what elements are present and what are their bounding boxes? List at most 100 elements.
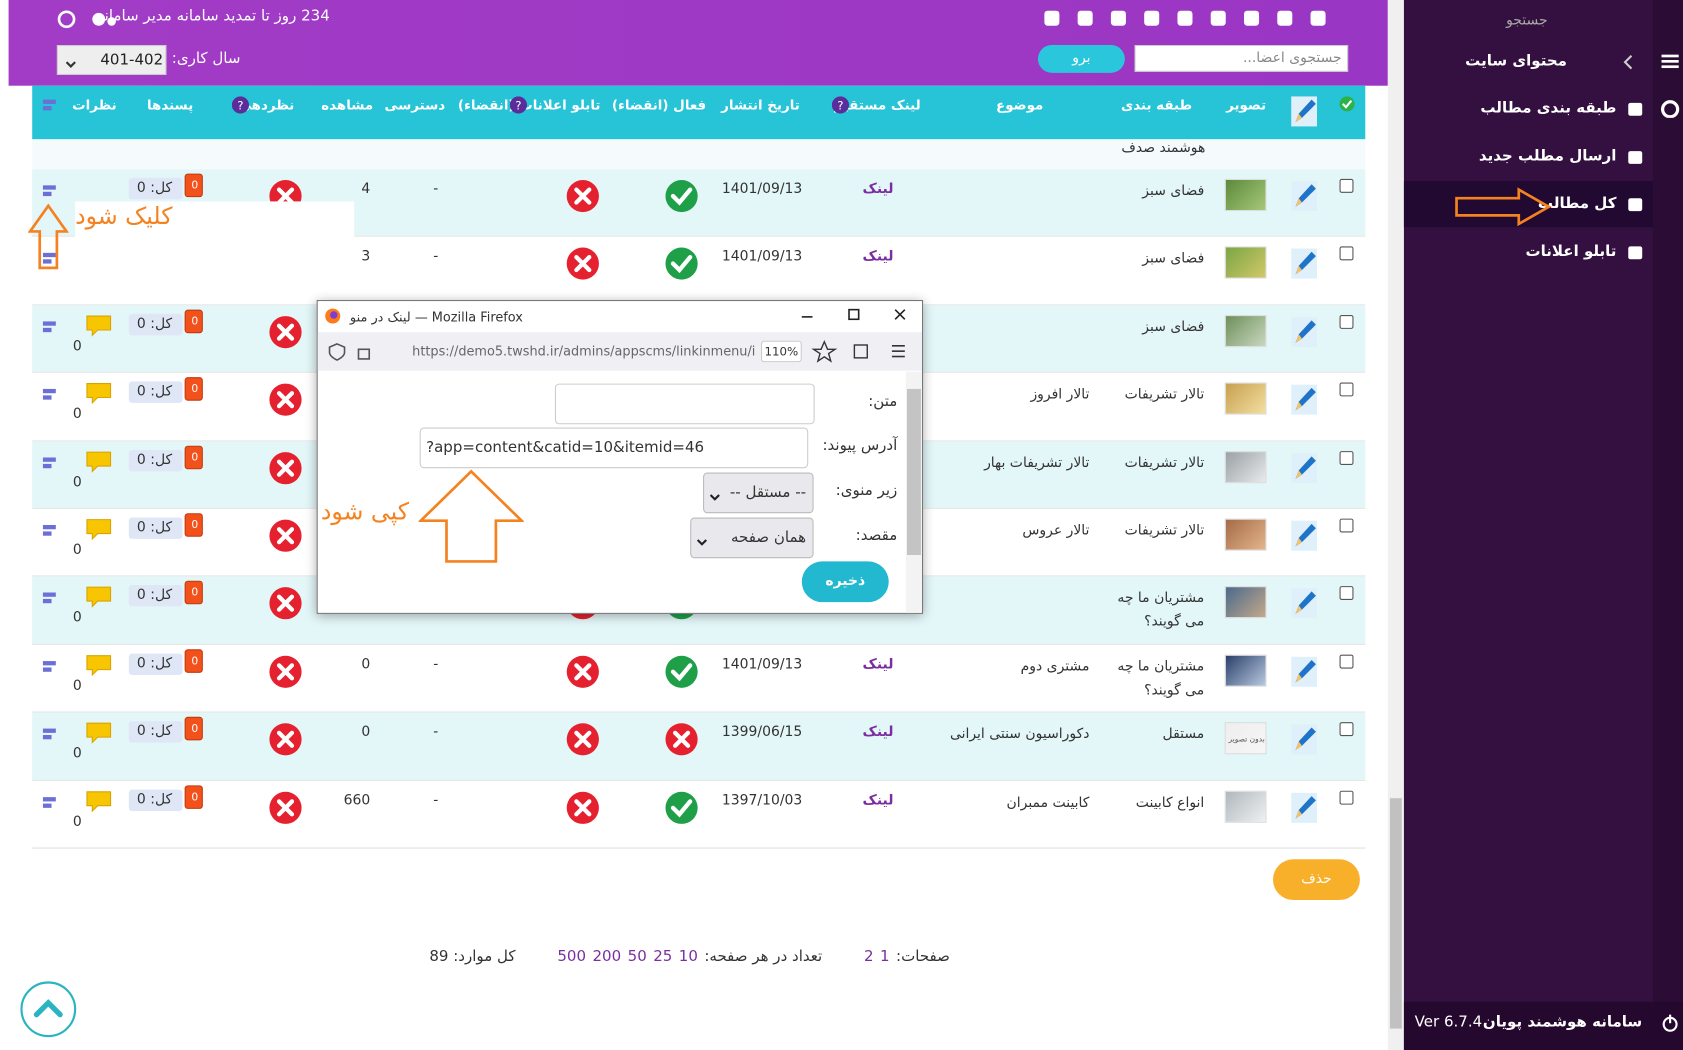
edit-icon[interactable] bbox=[1289, 179, 1319, 213]
year-select[interactable]: 401-402 bbox=[56, 45, 167, 76]
comment-icon[interactable] bbox=[85, 314, 113, 338]
row-action[interactable] bbox=[41, 658, 58, 673]
direct-link[interactable]: لینک bbox=[862, 792, 894, 809]
form-select[interactable]: -- مستقل -- bbox=[703, 472, 814, 514]
select-all[interactable] bbox=[1338, 95, 1355, 112]
row-checkbox[interactable] bbox=[1339, 654, 1354, 669]
sidebar-item[interactable]: طبقه بندی مطالب bbox=[1480, 99, 1617, 117]
comment-icon[interactable] bbox=[85, 450, 113, 474]
rect bbox=[42, 185, 56, 190]
row-action[interactable] bbox=[41, 726, 58, 741]
row-checkbox[interactable] bbox=[1339, 314, 1354, 329]
page-link[interactable]: 2 bbox=[864, 948, 874, 966]
path bbox=[276, 595, 295, 613]
row-checkbox[interactable] bbox=[1339, 586, 1354, 601]
sidebar-item[interactable]: تابلو اعلانات bbox=[1525, 242, 1617, 261]
text: ? bbox=[237, 98, 243, 112]
rect bbox=[801, 316, 813, 318]
comment-icon[interactable] bbox=[85, 585, 113, 609]
row-checkbox[interactable] bbox=[1339, 518, 1354, 533]
sidebar-section[interactable]: محتوای سایت bbox=[1465, 52, 1567, 70]
row-action[interactable] bbox=[41, 793, 58, 808]
svg bbox=[42, 525, 56, 536]
edit-icon[interactable] bbox=[1289, 519, 1319, 553]
row-checkbox[interactable] bbox=[1339, 382, 1354, 397]
per-page-option[interactable]: 10 bbox=[678, 948, 698, 966]
annotation-arrow bbox=[1454, 187, 1553, 227]
row-action[interactable] bbox=[41, 386, 58, 401]
circle bbox=[665, 655, 698, 688]
edit-icon[interactable] bbox=[1289, 586, 1319, 620]
path bbox=[276, 187, 295, 205]
per-page-option[interactable]: 500 bbox=[557, 948, 587, 966]
direct-link[interactable]: لینک bbox=[862, 656, 894, 673]
edit-icon[interactable] bbox=[1289, 451, 1319, 485]
member-search[interactable]: جستجوی اعضا... bbox=[1134, 45, 1349, 72]
edit-icon[interactable] bbox=[1289, 247, 1319, 281]
likes-total: کل: 0 bbox=[136, 587, 173, 604]
row-action[interactable] bbox=[41, 590, 58, 605]
column-header: تصویر bbox=[1226, 96, 1267, 113]
scroll-top[interactable] bbox=[19, 980, 77, 1038]
rect bbox=[1661, 65, 1679, 69]
form-select[interactable]: همان صفحه bbox=[690, 517, 814, 559]
svg bbox=[801, 308, 906, 321]
row-action[interactable] bbox=[41, 522, 58, 537]
header-icons[interactable] bbox=[1036, 6, 1353, 30]
page-link[interactable]: 1 bbox=[880, 948, 890, 966]
svg bbox=[1660, 100, 1680, 119]
likes-count: 0 bbox=[191, 180, 199, 192]
edit-icon[interactable] bbox=[1289, 654, 1319, 688]
comment-icon[interactable] bbox=[85, 789, 113, 813]
system-name: سامانه هوشمند پویان bbox=[1482, 1013, 1643, 1031]
edit-icon[interactable] bbox=[1289, 722, 1319, 756]
sidebar-item[interactable]: ارسال مطلب جدید bbox=[1478, 147, 1617, 165]
row-checkbox[interactable] bbox=[1339, 790, 1354, 805]
edit-icon[interactable] bbox=[1289, 315, 1319, 349]
comment-icon[interactable] bbox=[85, 518, 113, 542]
likes-badge: 0 bbox=[184, 784, 203, 809]
toolbar-icons[interactable] bbox=[811, 340, 918, 364]
comment-icon[interactable] bbox=[85, 653, 113, 677]
edit-icon[interactable] bbox=[1289, 790, 1319, 824]
power-icon[interactable] bbox=[1662, 1014, 1679, 1033]
per-page-option[interactable]: 25 bbox=[653, 948, 673, 966]
select-arrow bbox=[64, 55, 77, 68]
row-checkbox[interactable] bbox=[1339, 450, 1354, 465]
comment-icon[interactable] bbox=[85, 382, 113, 406]
row-checkbox[interactable] bbox=[1339, 178, 1354, 193]
go-button[interactable]: برو bbox=[1037, 45, 1125, 73]
edit-icon[interactable] bbox=[1289, 94, 1319, 128]
row-action[interactable] bbox=[41, 454, 58, 469]
svg bbox=[1291, 520, 1317, 551]
dashboard-icon[interactable] bbox=[1660, 99, 1680, 119]
per-page-option[interactable]: 50 bbox=[627, 948, 647, 966]
direct-link[interactable]: لینک bbox=[862, 248, 894, 266]
row-action[interactable] bbox=[41, 318, 58, 333]
delete-button[interactable]: حذف bbox=[1272, 859, 1360, 901]
direct-link[interactable]: لینک bbox=[862, 181, 894, 198]
path bbox=[709, 494, 720, 501]
form-input[interactable] bbox=[554, 383, 815, 425]
per-page-option[interactable]: 200 bbox=[592, 948, 622, 966]
header-actions[interactable] bbox=[56, 9, 120, 30]
svg bbox=[665, 655, 698, 688]
sidebar-item[interactable]: کل مطالب bbox=[1537, 195, 1617, 213]
direct-link[interactable]: لینک bbox=[862, 724, 894, 741]
save-button[interactable]: ذخیره bbox=[801, 561, 889, 603]
comment-icon[interactable] bbox=[85, 721, 113, 745]
rect bbox=[1661, 54, 1679, 58]
form-input[interactable]: ?app=content&catid=10&itemid=46 bbox=[419, 427, 809, 469]
row-action[interactable] bbox=[41, 250, 58, 265]
circle bbox=[330, 311, 338, 319]
thumbnail-text: بدون تصویر bbox=[1228, 735, 1265, 744]
row-checkbox[interactable] bbox=[1339, 722, 1354, 737]
edit-icon[interactable] bbox=[1289, 383, 1319, 417]
sidebar-item-icon bbox=[1628, 198, 1643, 212]
row-checkbox[interactable] bbox=[1339, 246, 1354, 261]
top-row-fragment bbox=[32, 139, 1366, 170]
svg bbox=[1623, 54, 1633, 70]
menu-icon[interactable] bbox=[1660, 51, 1679, 70]
window-controls[interactable] bbox=[795, 305, 913, 326]
row-action[interactable] bbox=[41, 182, 58, 197]
